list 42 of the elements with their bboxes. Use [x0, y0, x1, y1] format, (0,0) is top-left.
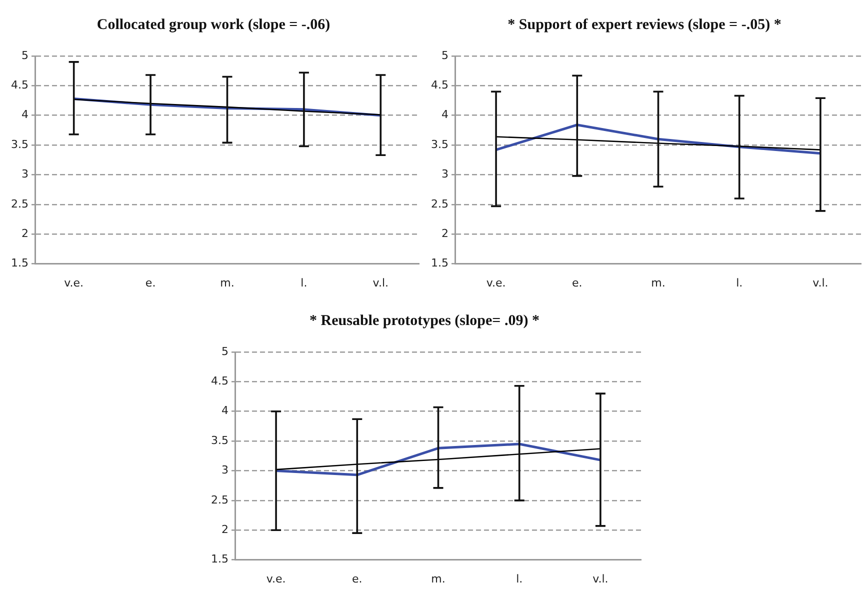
y-tick-label: 3.5 [210, 434, 228, 447]
y-tick-label: 3.5 [430, 138, 448, 151]
y-tick-label: 3 [221, 464, 228, 477]
x-tick-label: m. [431, 572, 446, 586]
x-tick-label: e. [145, 276, 156, 290]
x-tick-label: v.e. [266, 572, 286, 586]
x-tick-label: v.l. [372, 276, 389, 290]
y-tick-label: 2 [21, 226, 28, 240]
x-tick-label: v.e. [64, 276, 84, 290]
y-tick-label: 5 [441, 48, 448, 62]
x-tick-label: e. [572, 276, 582, 290]
y-tick-label: 1.5 [430, 256, 448, 270]
y-tick-label: 1.5 [210, 552, 228, 566]
y-tick-label: 4 [441, 108, 448, 122]
y-tick-label: 4.5 [210, 374, 228, 388]
chart-title: Collocated group work (slope = -.06) [96, 16, 330, 33]
y-tick-label: 4.5 [10, 78, 28, 92]
y-tick-label: 1.5 [10, 256, 28, 270]
y-tick-label: 2 [221, 522, 228, 536]
y-tick-label: 2.5 [210, 493, 228, 506]
x-tick-label: l. [300, 276, 308, 290]
chart-title: * Support of expert reviews (slope = -.05) * [508, 16, 782, 33]
y-tick-label: 3.5 [10, 138, 28, 151]
y-tick-label: 2.5 [10, 197, 28, 210]
x-tick-label: m. [651, 276, 666, 290]
chart-title: * Reusable prototypes (slope= .09) * [310, 312, 540, 329]
y-tick-label: 5 [221, 344, 228, 358]
y-tick-label: 4.5 [430, 78, 448, 92]
y-tick-label: 4 [21, 108, 28, 122]
x-tick-label: m. [220, 276, 234, 290]
y-tick-label: 2 [441, 226, 448, 240]
y-tick-label: 3 [441, 168, 448, 181]
y-tick-label: 4 [221, 404, 228, 418]
y-tick-label: 2.5 [430, 197, 448, 210]
x-tick-label: v.l. [812, 276, 828, 290]
x-tick-label: l. [516, 572, 523, 586]
y-tick-label: 3 [21, 168, 28, 181]
x-tick-label: e. [352, 572, 362, 586]
x-tick-label: v.e. [486, 276, 506, 290]
x-tick-label: v.l. [592, 572, 608, 586]
y-tick-label: 5 [21, 48, 28, 62]
x-tick-label: l. [736, 276, 743, 290]
